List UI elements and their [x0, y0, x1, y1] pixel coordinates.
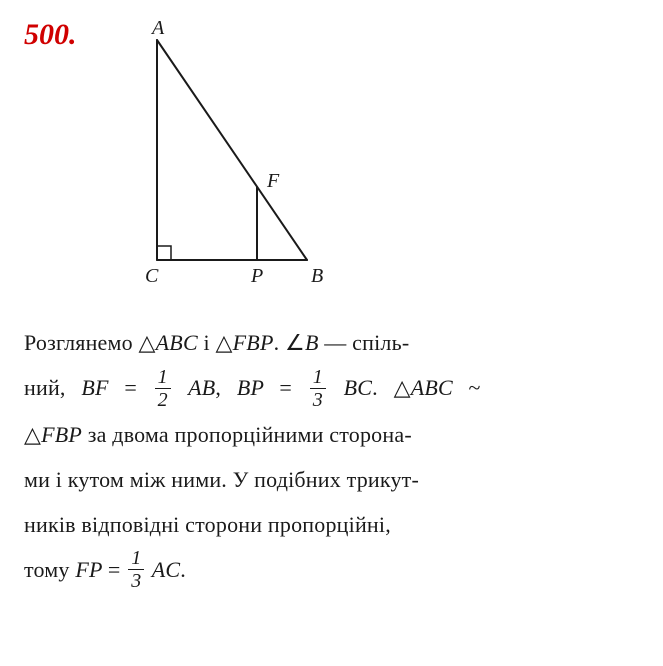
problem-number: 500.: [24, 20, 77, 50]
text: ми і кутом між ними. У подібних трикут-: [24, 457, 639, 502]
triangle-abc: ABC: [156, 330, 198, 355]
text: Розглянемо: [24, 330, 139, 355]
text: ників відповідні сторони пропорційні,: [24, 502, 639, 547]
text: — спіль-: [319, 330, 410, 355]
seg-bp: BP: [237, 375, 264, 400]
text: і: [198, 330, 216, 355]
text: .: [180, 557, 186, 582]
svg-text:P: P: [250, 265, 263, 287]
text: .: [274, 330, 285, 355]
frac-den: 3: [128, 570, 144, 591]
triangle-diagram: A C B P F: [97, 20, 337, 306]
frac-den: 3: [310, 389, 326, 410]
svg-text:B: B: [311, 265, 323, 287]
solution-text: Розглянемо △ABC і △FBP. ∠B — спіль- ний,…: [24, 320, 639, 593]
svg-text:F: F: [266, 170, 280, 192]
seg-bc: BC: [344, 375, 373, 400]
text: ,: [215, 375, 236, 400]
triangle-abc: ABC: [411, 375, 453, 400]
seg-ab: AB: [188, 375, 215, 400]
frac-num: 1: [155, 367, 171, 389]
svg-text:A: A: [150, 20, 165, 39]
text: ний,: [24, 375, 81, 400]
svg-text:C: C: [145, 265, 159, 287]
frac-num: 1: [310, 367, 326, 389]
text: .: [372, 375, 393, 400]
similar-symbol: ~: [469, 375, 481, 400]
frac-den: 2: [155, 389, 171, 410]
angle-b: B: [305, 330, 319, 355]
seg-bf: BF: [81, 375, 108, 400]
seg-fp: FP: [75, 557, 102, 582]
triangle-fbp: FBP: [233, 330, 274, 355]
frac-num: 1: [128, 548, 144, 570]
text: за двома пропорційними сторона-: [82, 422, 412, 447]
text: тому: [24, 557, 75, 582]
triangle-fbp: FBP: [41, 422, 82, 447]
seg-ac: AC: [152, 557, 181, 582]
